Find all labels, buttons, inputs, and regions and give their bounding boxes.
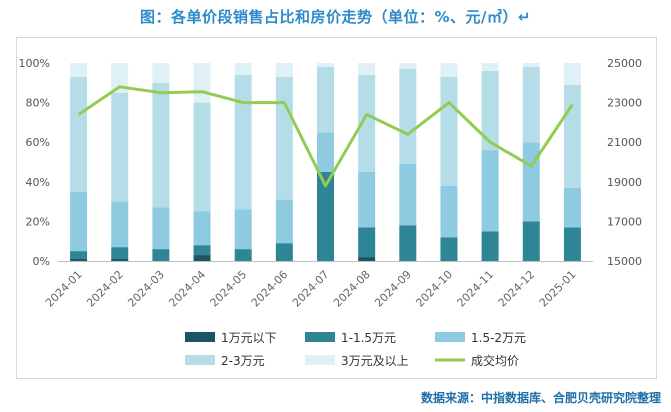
y-right-tick-label: 21000 xyxy=(607,136,642,149)
legend-swatch xyxy=(435,332,465,342)
bar-segment xyxy=(399,163,417,226)
bar-segment xyxy=(440,76,458,186)
bar-segment xyxy=(152,249,170,261)
legend-swatch xyxy=(185,355,215,365)
y-left-tick-label: 0% xyxy=(33,255,50,268)
legend-label: 1.5-2万元 xyxy=(471,331,526,345)
y-left-tick-label: 100% xyxy=(19,57,50,70)
bar-segment xyxy=(70,76,88,192)
bar-segment xyxy=(481,70,499,151)
bar-segment xyxy=(563,84,581,188)
y-right-tick-label: 19000 xyxy=(607,176,642,189)
bar-segment xyxy=(399,68,417,164)
x-tick-label: 2024-12 xyxy=(496,268,538,310)
chart-title: 图：各单价段销售占比和房价走势（单位：%、元/㎡）↵ xyxy=(139,8,532,26)
bar-segment xyxy=(152,207,170,250)
x-tick-label: 2024-10 xyxy=(413,268,455,310)
bar-segment xyxy=(440,185,458,238)
bar-segment xyxy=(358,74,376,172)
bar-segment xyxy=(317,63,334,67)
legend-label: 3万元及以上 xyxy=(341,354,409,368)
bar-segment xyxy=(234,209,252,250)
bar-segment xyxy=(275,243,293,261)
bar-segment xyxy=(440,237,458,261)
bar-segment xyxy=(111,63,129,93)
bar-segment xyxy=(275,76,293,200)
y-left-tick-label: 80% xyxy=(26,97,50,110)
bar-segment xyxy=(70,259,88,261)
x-tick-label: 2024-08 xyxy=(331,268,373,310)
bar-segment xyxy=(111,247,129,260)
x-tick-label: 2024-03 xyxy=(125,268,167,310)
x-tick-label: 2025-01 xyxy=(537,268,579,310)
bar-segment xyxy=(358,63,376,75)
x-tick-label: 2024-07 xyxy=(290,268,332,310)
bar-segment xyxy=(317,171,334,261)
bar-segment xyxy=(563,187,581,228)
legend-label: 1-1.5万元 xyxy=(341,331,396,345)
bar-segment xyxy=(522,221,540,261)
bar-segment xyxy=(193,255,211,261)
bar-segment xyxy=(481,231,499,261)
bar-segment xyxy=(358,257,376,261)
y-right-tick-label: 23000 xyxy=(607,97,642,110)
bar-segment xyxy=(358,227,376,258)
legend-label: 1万元以下 xyxy=(221,331,277,345)
legend-label: 成交均价 xyxy=(471,353,519,368)
bar-segment xyxy=(193,63,211,103)
bar-segment xyxy=(152,63,170,83)
bar-segment xyxy=(152,82,170,208)
bar-segment xyxy=(481,63,499,71)
bar-segment xyxy=(193,102,211,212)
y-left-tick-label: 20% xyxy=(26,215,50,228)
bar-segment xyxy=(111,92,129,202)
bar-segment xyxy=(275,63,293,77)
x-tick-label: 2024-06 xyxy=(249,268,291,310)
bar-segment xyxy=(399,225,417,261)
bar-segment xyxy=(234,74,252,210)
bar-segment xyxy=(317,132,334,172)
bar-segment xyxy=(440,63,458,77)
bar-segment xyxy=(399,63,417,69)
bar-segment xyxy=(358,171,376,228)
bar-segment xyxy=(522,66,540,143)
x-tick-label: 2024-09 xyxy=(372,268,414,310)
x-tick-label: 2024-04 xyxy=(166,268,208,310)
y-right-tick-label: 15000 xyxy=(607,255,642,268)
legend-swatch xyxy=(185,332,215,342)
legend-swatch xyxy=(305,355,335,365)
bar-segment xyxy=(275,199,293,244)
y-left-tick-label: 60% xyxy=(26,136,50,149)
bar-segment xyxy=(70,191,88,252)
price-line xyxy=(77,85,574,188)
x-tick-label: 2024-11 xyxy=(455,268,497,310)
x-tick-label: 2024-01 xyxy=(43,268,85,310)
y-right-tick-label: 17000 xyxy=(607,215,642,228)
y-right-tick-label: 25000 xyxy=(607,57,642,70)
bar-segment xyxy=(111,201,129,248)
bar-segment xyxy=(563,227,581,261)
bar-segment xyxy=(522,142,540,222)
y-left-tick-label: 40% xyxy=(26,176,50,189)
bar-segment xyxy=(193,211,211,246)
bar-segment xyxy=(317,66,334,133)
x-tick-label: 2024-02 xyxy=(84,268,126,310)
bar-segment xyxy=(70,251,88,260)
bar-segment xyxy=(522,63,540,67)
bar-segment xyxy=(193,245,211,256)
chart-frame xyxy=(16,37,657,379)
bar-segment xyxy=(481,150,499,232)
bar-segment xyxy=(234,249,252,261)
bar-segment xyxy=(111,259,129,261)
bar-segment xyxy=(234,63,252,75)
source-note: 数据来源：中指数据库、合肥贝壳研究院整理 xyxy=(420,391,661,405)
bar-segment xyxy=(70,63,88,77)
legend-label: 2-3万元 xyxy=(221,354,265,368)
bar-segment xyxy=(563,63,581,85)
legend-swatch xyxy=(305,332,335,342)
x-tick-label: 2024-05 xyxy=(208,268,250,310)
